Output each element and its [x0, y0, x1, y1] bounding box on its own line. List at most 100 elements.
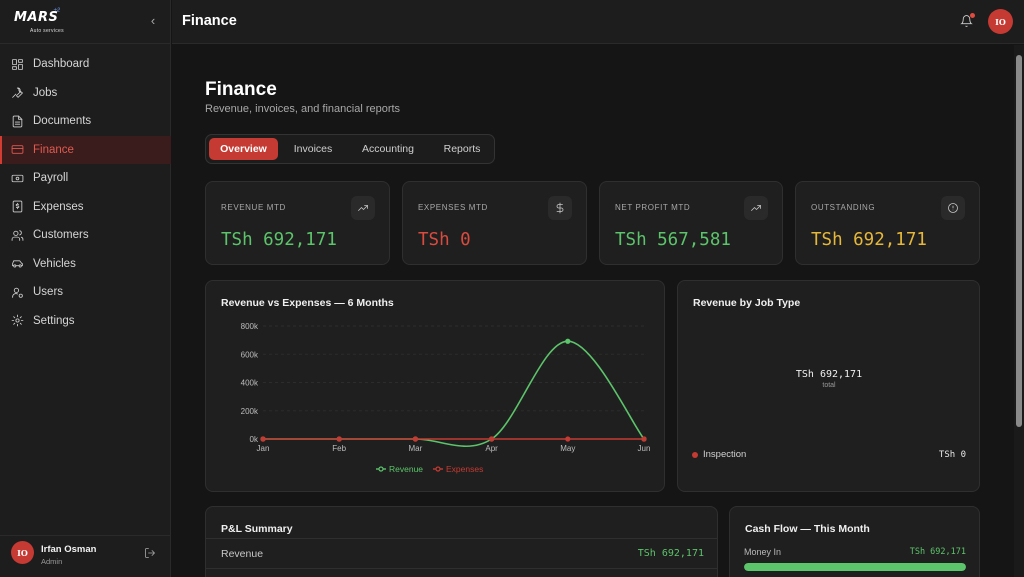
data-point-expenses	[565, 436, 571, 442]
cash-flow-row: Money In TSh 692,171	[744, 547, 966, 557]
money-in-progress-bar	[744, 563, 966, 571]
y-tick-label: 400k	[241, 379, 259, 388]
legend-dot	[692, 451, 698, 458]
credit-card-icon	[11, 145, 24, 154]
page-subtitle: Revenue, invoices, and financial reports	[205, 103, 401, 115]
sidebar-item-users[interactable]: Users	[0, 278, 171, 307]
kpi-value: TSh 692,171	[811, 230, 927, 250]
row-label: Money In	[744, 547, 782, 557]
dashboard-icon	[12, 58, 23, 70]
sidebar-item-label: Documents	[33, 115, 92, 128]
kpi-label: Outstanding	[811, 203, 876, 212]
legend-marker	[435, 466, 441, 472]
card-title: P&L Summary	[221, 523, 293, 535]
company-logo: MARS ⁺² Auto services	[14, 6, 64, 34]
sidebar-item-finance[interactable]: Finance	[0, 135, 171, 164]
donut-total-value: TSh 692,171	[795, 369, 863, 380]
chart-title: Revenue by Job Type	[693, 297, 801, 309]
x-tick-label: Jun	[638, 444, 651, 453]
sidebar-item-customers[interactable]: Customers	[0, 221, 171, 250]
pie-legend-item: Inspection TSh 0	[692, 449, 966, 460]
tab-reports[interactable]: Reports	[443, 143, 481, 155]
user-cog-icon	[12, 287, 23, 298]
sidebar-item-label: Jobs	[33, 86, 58, 99]
sidebar-item-label: Vehicles	[33, 257, 76, 270]
logout-icon[interactable]	[144, 547, 156, 559]
row-label: Revenue	[221, 548, 264, 560]
kpi-card-outstanding: Outstanding TSh 692,171	[795, 181, 980, 265]
row-value: TSh 692,171	[909, 547, 966, 557]
banknote-icon	[11, 174, 24, 182]
tab-invoices[interactable]: Invoices	[293, 143, 333, 155]
sidebar-item-dashboard[interactable]: Dashboard	[0, 50, 171, 79]
page-title: Finance	[205, 79, 277, 100]
table-row	[206, 568, 718, 577]
pl-summary-card: P&L Summary Revenue TSh 692,171	[205, 506, 718, 577]
sidebar-item-payroll[interactable]: Payroll	[0, 164, 171, 193]
sidebar-item-label: Settings	[33, 314, 75, 327]
alert-circle-icon	[941, 196, 965, 220]
kpi-value: TSh 567,581	[615, 230, 731, 250]
sidebar-item-label: Customers	[33, 229, 89, 242]
collapse-sidebar-button[interactable]: ‹	[150, 13, 156, 28]
legend-label: Inspection	[703, 449, 747, 460]
receipt-icon	[12, 200, 23, 213]
data-point-expenses	[260, 436, 266, 442]
sidebar: MARS ⁺² Auto services ‹ Dashboard Jobs D…	[0, 0, 171, 577]
sidebar-item-expenses[interactable]: Expenses	[0, 193, 171, 222]
revenue-by-job-type-card: Revenue by Job Type TSh 692,171 total In…	[677, 280, 980, 492]
row-value: TSh 692,171	[637, 548, 704, 559]
legend-marker	[378, 466, 384, 472]
kpi-card-net-profit: Net Profit MTD TSh 567,581	[599, 181, 783, 265]
x-tick-label: Feb	[332, 444, 346, 453]
scrollbar-thumb[interactable]	[1016, 55, 1022, 427]
kpi-label: Net Profit MTD	[615, 203, 691, 212]
dollar-icon	[548, 196, 572, 220]
tab-accounting[interactable]: Accounting	[362, 143, 414, 155]
sidebar-item-label: Dashboard	[33, 58, 90, 71]
avatar: IO	[11, 541, 34, 564]
data-point-expenses	[489, 436, 495, 442]
sidebar-item-settings[interactable]: Settings	[0, 307, 171, 336]
line-chart: 0k 200k 400k 600k 800k Jan Feb Mar Apr May Jun Reve…	[241, 322, 651, 474]
x-tick-label: Apr	[485, 444, 498, 453]
data-point-expenses	[412, 436, 418, 442]
bell-icon[interactable]	[960, 14, 973, 28]
sidebar-item-jobs[interactable]: Jobs	[0, 79, 171, 108]
kpi-value: TSh 0	[418, 230, 471, 250]
users-icon	[11, 229, 24, 241]
progress-fill	[744, 563, 966, 571]
scrollbar[interactable]	[1014, 45, 1024, 577]
header-title: Finance	[182, 13, 237, 29]
sidebar-item-label: Payroll	[33, 172, 69, 185]
header-avatar[interactable]: IO	[988, 9, 1013, 34]
user-role: Admin	[41, 557, 63, 566]
data-point-expenses	[336, 436, 342, 442]
wrench-icon	[12, 87, 23, 99]
card-title: Cash Flow — This Month	[745, 523, 870, 535]
data-point-expenses	[641, 436, 647, 442]
sidebar-item-vehicles[interactable]: Vehicles	[0, 250, 171, 279]
tab-overview[interactable]: Overview	[209, 138, 278, 160]
chart-title: Revenue vs Expenses — 6 Months	[221, 297, 394, 309]
current-user: IO Irfan Osman Admin	[0, 535, 171, 577]
data-point-revenue	[565, 338, 571, 344]
x-tick-label: May	[560, 444, 575, 453]
trending-up-icon	[744, 196, 768, 220]
cash-flow-card: Cash Flow — This Month Money In TSh 692,…	[729, 506, 980, 577]
legend-value: TSh 0	[938, 449, 966, 460]
sidebar-nav: Dashboard Jobs Documents Finance Payroll…	[0, 50, 171, 335]
kpi-value: TSh 692,171	[221, 230, 337, 250]
trending-up-icon	[351, 196, 375, 220]
y-tick-label: 800k	[241, 322, 259, 331]
kpi-card-expenses: Expenses MTD TSh 0	[402, 181, 587, 265]
x-tick-label: Jan	[257, 444, 270, 453]
sidebar-item-documents[interactable]: Documents	[0, 107, 171, 136]
series-line-revenue	[262, 340, 645, 447]
y-tick-label: 600k	[241, 350, 259, 359]
sidebar-item-label: Expenses	[33, 200, 84, 213]
legend-label: Expenses	[446, 464, 483, 474]
sidebar-item-label: Finance	[33, 143, 74, 156]
x-tick-label: Mar	[409, 444, 423, 453]
tab-bar: Overview Invoices Accounting Reports	[205, 134, 495, 164]
